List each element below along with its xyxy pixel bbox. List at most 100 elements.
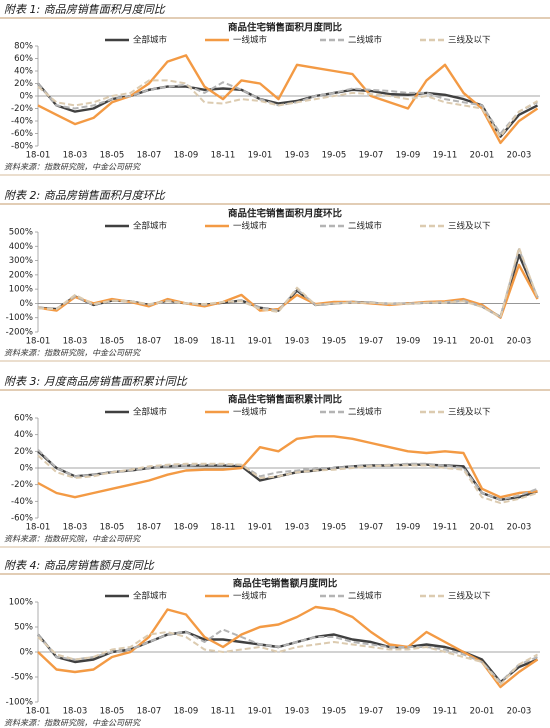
x-tick-label: 19-07 — [359, 707, 384, 717]
y-tick-label: 80% — [14, 42, 33, 52]
x-tick-label: 18-09 — [174, 151, 199, 161]
series-line — [37, 248, 539, 318]
x-tick-label: 20-01 — [470, 337, 495, 347]
x-tick-label: 18-11 — [211, 707, 236, 717]
x-tick-label: 18-01 — [26, 151, 51, 161]
x-tick-label: 19-11 — [433, 523, 458, 533]
legend-label: 全部城市 — [133, 35, 168, 46]
x-tick-label: 20-03 — [507, 337, 532, 347]
chart-title: 商品住宅销售面积累计同比 — [228, 394, 343, 406]
x-tick-label: 20-03 — [507, 707, 532, 717]
x-tick-label: 19-09 — [396, 707, 421, 717]
series-line — [37, 605, 539, 689]
x-tick-label: 18-09 — [174, 707, 199, 717]
y-tick-label: 60% — [14, 54, 33, 64]
x-tick-label: 19-11 — [433, 707, 458, 717]
y-tick-label: 300% — [9, 256, 33, 266]
chart-title: 商品住宅销售面积月度同比 — [228, 22, 343, 34]
y-tick-label: -40% — [11, 497, 33, 507]
x-tick-label: 20-01 — [470, 707, 495, 717]
y-tick-label: 400% — [9, 242, 33, 252]
x-tick-label: 19-11 — [433, 337, 458, 347]
x-tick-label: 18-01 — [26, 707, 51, 717]
x-tick-label: 19-03 — [285, 337, 310, 347]
x-tick-label: 20-03 — [507, 151, 532, 161]
x-tick-label: 19-03 — [285, 151, 310, 161]
x-tick-label: 19-07 — [359, 151, 384, 161]
series-line — [37, 435, 538, 499]
x-tick-label: 19-05 — [322, 151, 347, 161]
legend-label: 一线城市 — [233, 221, 268, 232]
y-tick-label: 100% — [9, 285, 33, 295]
y-tick-label: -80% — [11, 142, 33, 152]
x-tick-label: 18-07 — [137, 151, 162, 161]
y-tick-label: -100% — [6, 313, 33, 323]
legend-label: 全部城市 — [133, 407, 168, 418]
panel-caption: 附表 4: 商品房销售额月度同比 — [4, 559, 155, 572]
series-line — [37, 79, 538, 138]
x-tick-label: 18-07 — [137, 337, 162, 347]
series-line — [37, 450, 538, 501]
source-note: 资料来源：指数研究院，中金公司研究 — [4, 163, 141, 172]
x-tick-label: 19-11 — [433, 151, 458, 161]
x-tick-label: 18-11 — [211, 151, 236, 161]
x-tick-label: 18-09 — [174, 523, 199, 533]
chart-title: 商品住宅销售面积月度环比 — [228, 208, 343, 220]
y-tick-label: 0% — [20, 464, 34, 474]
legend-label: 二线城市 — [348, 35, 383, 46]
legend-label: 一线城市 — [233, 591, 268, 602]
x-tick-label: 19-03 — [285, 707, 310, 717]
source-note: 资料来源：指数研究院，中金公司研究 — [4, 719, 141, 728]
x-tick-label: 18-09 — [174, 337, 199, 347]
series-line — [37, 54, 539, 145]
x-tick-label: 20-01 — [470, 151, 495, 161]
chart-title: 商品住宅销售额月度同比 — [233, 578, 338, 590]
source-note: 资料来源：指数研究院，中金公司研究 — [4, 535, 141, 544]
legend-label: 二线城市 — [348, 591, 383, 602]
x-tick-label: 19-01 — [248, 523, 273, 533]
y-tick-label: -20% — [11, 480, 33, 490]
legend-label: 全部城市 — [133, 221, 168, 232]
x-tick-label: 19-07 — [359, 337, 384, 347]
x-tick-label: 18-05 — [100, 151, 125, 161]
series-line — [37, 253, 539, 319]
y-tick-label: 40% — [14, 430, 33, 440]
x-tick-label: 18-03 — [63, 151, 88, 161]
x-tick-label: 19-09 — [396, 523, 421, 533]
y-tick-label: 60% — [14, 414, 33, 424]
x-tick-label: 19-03 — [285, 523, 310, 533]
series-line — [37, 454, 538, 504]
y-tick-label: 100% — [9, 598, 33, 608]
panel-caption: 附表 1: 商品房销售面积月度同比 — [4, 3, 166, 16]
x-tick-label: 18-11 — [211, 337, 236, 347]
x-tick-label: 19-09 — [396, 337, 421, 347]
legend-label: 一线城市 — [233, 407, 268, 418]
y-tick-label: 40% — [14, 67, 33, 77]
legend-label: 全部城市 — [133, 591, 168, 602]
legend-label: 三线及以下 — [448, 35, 491, 46]
y-tick-label: 500% — [9, 228, 33, 238]
x-tick-label: 20-01 — [470, 523, 495, 533]
legend-label: 二线城市 — [348, 221, 383, 232]
x-tick-label: 19-05 — [322, 337, 347, 347]
x-tick-label: 18-03 — [63, 523, 88, 533]
x-tick-label: 19-09 — [396, 151, 421, 161]
series-line — [37, 246, 539, 318]
series-line — [37, 263, 539, 319]
y-tick-label: 0% — [20, 299, 34, 309]
x-tick-label: 18-03 — [63, 707, 88, 717]
x-tick-label: 19-01 — [248, 337, 273, 347]
x-tick-label: 18-07 — [137, 523, 162, 533]
x-tick-label: 18-07 — [137, 707, 162, 717]
y-tick-label: -60% — [11, 129, 33, 139]
panel-caption: 附表 2: 商品房销售面积月度环比 — [4, 189, 166, 202]
series-line — [37, 631, 538, 686]
y-tick-label: -200% — [6, 328, 33, 338]
x-tick-label: 18-11 — [211, 523, 236, 533]
x-tick-label: 19-01 — [248, 707, 273, 717]
y-tick-label: 20% — [14, 447, 33, 457]
series-line — [37, 628, 538, 683]
x-tick-label: 19-07 — [359, 523, 384, 533]
x-tick-label: 18-01 — [26, 523, 51, 533]
